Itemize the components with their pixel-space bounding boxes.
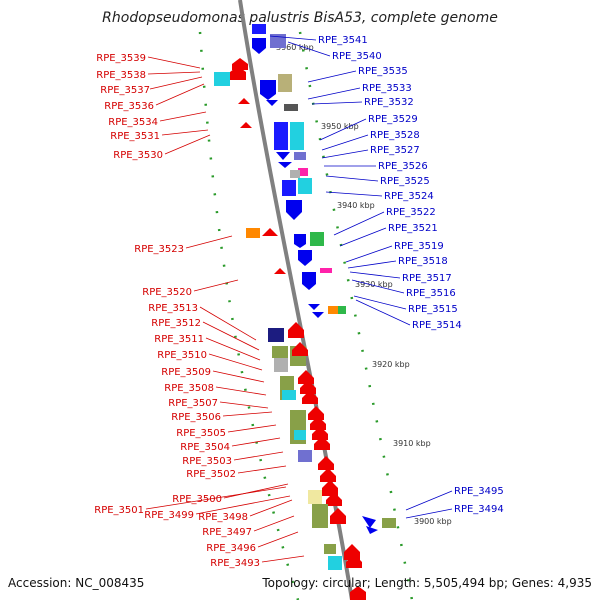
gene-label[interactable]: RPE_3531: [110, 131, 160, 142]
gene-label[interactable]: RPE_3534: [108, 117, 158, 128]
gene-label[interactable]: RPE_3494: [454, 504, 504, 515]
right-gene-labels: RPE_3541 RPE_3540 RPE_3535 RPE_3533 RPE_…: [318, 35, 504, 515]
forward-strand-features[interactable]: [252, 24, 396, 534]
scale-labels: 3960 kbp 3950 kbp 3940 kbp 3930 kbp 3920…: [276, 43, 452, 526]
gene-label[interactable]: RPE_3535: [358, 66, 408, 77]
gene-label[interactable]: RPE_3521: [388, 223, 438, 234]
gene-label[interactable]: RPE_3503: [182, 456, 232, 467]
gene-label[interactable]: RPE_3498: [198, 512, 248, 523]
gene-label[interactable]: RPE_3536: [104, 101, 154, 112]
gene-label[interactable]: RPE_3514: [412, 320, 462, 331]
scale-mark: 3900 kbp: [414, 517, 452, 526]
reverse-strand-features[interactable]: [214, 58, 366, 600]
gene-label[interactable]: RPE_3533: [362, 83, 412, 94]
gene-label[interactable]: RPE_3510: [157, 350, 207, 361]
gene-label[interactable]: RPE_3515: [408, 304, 458, 315]
scale-mark: 3920 kbp: [372, 360, 410, 369]
scale-mark: 3950 kbp: [321, 122, 359, 131]
gene-label[interactable]: RPE_3527: [370, 145, 420, 156]
gene-label[interactable]: RPE_3523: [134, 244, 184, 255]
gene-label[interactable]: RPE_3513: [148, 303, 198, 314]
genome-summary: Topology: circular; Length: 5,505,494 bp…: [261, 576, 592, 590]
gene-label[interactable]: RPE_3509: [161, 367, 211, 378]
accession-label: Accession: NC_008435: [8, 576, 144, 590]
gene-label[interactable]: RPE_3517: [402, 273, 452, 284]
gene-label[interactable]: RPE_3524: [384, 191, 434, 202]
scale-mark: 3960 kbp: [276, 43, 314, 52]
gene-label[interactable]: RPE_3540: [332, 51, 382, 62]
gene-label[interactable]: RPE_3499: [144, 510, 194, 521]
gene-label[interactable]: RPE_3538: [96, 70, 146, 81]
gene-label[interactable]: RPE_3532: [364, 97, 414, 108]
gene-label[interactable]: RPE_3508: [164, 383, 214, 394]
gene-label[interactable]: RPE_3504: [180, 442, 230, 453]
gene-label[interactable]: RPE_3493: [210, 558, 260, 569]
gene-label[interactable]: RPE_3501: [94, 505, 144, 516]
gene-label[interactable]: RPE_3528: [370, 130, 420, 141]
gene-label[interactable]: RPE_3497: [202, 527, 252, 538]
gene-label[interactable]: RPE_3518: [398, 256, 448, 267]
gene-label[interactable]: RPE_3516: [406, 288, 456, 299]
scale-mark: 3930 kbp: [355, 280, 393, 289]
gene-label[interactable]: RPE_3500: [172, 494, 222, 505]
gene-label[interactable]: RPE_3537: [100, 85, 150, 96]
gene-label[interactable]: RPE_3495: [454, 486, 504, 497]
callout-lines: [145, 35, 453, 563]
gene-label[interactable]: RPE_3512: [151, 318, 201, 329]
gene-label[interactable]: RPE_3525: [380, 176, 430, 187]
gene-label[interactable]: RPE_3505: [176, 428, 226, 439]
gene-label[interactable]: RPE_3496: [206, 543, 256, 554]
gene-label[interactable]: RPE_3522: [386, 207, 436, 218]
gene-label[interactable]: RPE_3530: [113, 150, 163, 161]
gene-label[interactable]: RPE_3507: [168, 398, 218, 409]
gene-label[interactable]: RPE_3511: [154, 334, 204, 345]
left-gene-labels: RPE_3539 RPE_3538 RPE_3537 RPE_3536 RPE_…: [94, 53, 260, 569]
gene-label[interactable]: RPE_3519: [394, 241, 444, 252]
gene-label[interactable]: RPE_3541: [318, 35, 368, 46]
genome-backbone: [238, 0, 354, 600]
scale-mark: 3910 kbp: [393, 439, 431, 448]
scale-mark: 3940 kbp: [337, 201, 375, 210]
gene-label[interactable]: RPE_3529: [368, 114, 418, 125]
gene-label[interactable]: RPE_3539: [96, 53, 146, 64]
gene-label[interactable]: RPE_3502: [186, 469, 236, 480]
map-title: Rhodopseudomonas palustris BisA53, compl…: [102, 10, 498, 26]
gene-label[interactable]: RPE_3520: [142, 287, 192, 298]
gene-label[interactable]: RPE_3506: [171, 412, 221, 423]
gene-label[interactable]: RPE_3526: [378, 161, 428, 172]
outer-scale-track: [298, 31, 414, 600]
